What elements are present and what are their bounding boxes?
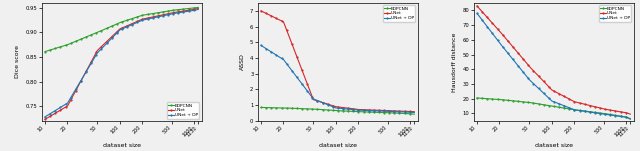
EDPCNN (41, 51, 49, 53)
EDPCNN (351, 111, 358, 112)
UNet + DP (410, 112, 418, 113)
Line: UNet + DP: UNet + DP (44, 9, 199, 118)
UNet + DP (348, 109, 356, 110)
UNet (180, 10, 188, 12)
UNet (348, 108, 356, 110)
UNet + DP (351, 109, 358, 111)
EDPCNN (473, 97, 481, 99)
EDPCNN (170, 9, 178, 11)
Legend: EDPCNN, UNet, UNet + DP: EDPCNN, UNet, UNet + DP (167, 102, 200, 119)
EDPCNN (348, 111, 356, 112)
Line: EDPCNN: EDPCNN (476, 97, 631, 120)
Line: UNet + DP: UNet + DP (260, 45, 415, 113)
Line: UNet: UNet (260, 10, 415, 112)
Y-axis label: Dice score: Dice score (15, 45, 20, 78)
EDPCNN (410, 113, 418, 115)
UNet + DP (564, 106, 572, 108)
EDPCNN (474, 97, 481, 99)
UNet + DP (474, 13, 481, 15)
EDPCNN (348, 111, 356, 112)
EDPCNN (602, 113, 610, 115)
EDPCNN (257, 107, 265, 108)
UNet + DP (602, 114, 610, 115)
UNet + DP (135, 21, 143, 22)
UNet + DP (132, 22, 140, 24)
Y-axis label: ASSD: ASSD (239, 53, 244, 70)
EDPCNN (627, 118, 634, 120)
UNet + DP (257, 45, 265, 46)
EDPCNN (180, 8, 188, 10)
UNet (564, 97, 572, 99)
Line: EDPCNN: EDPCNN (260, 107, 415, 115)
UNet + DP (473, 12, 481, 14)
UNet (602, 109, 610, 110)
Y-axis label: Hausdorff distance: Hausdorff distance (452, 32, 457, 92)
UNet (257, 10, 265, 12)
UNet + DP (258, 45, 266, 47)
UNet + DP (627, 118, 634, 119)
UNet (567, 99, 575, 101)
EDPCNN (612, 114, 620, 116)
UNet (42, 118, 49, 120)
X-axis label: dataset size: dataset size (102, 143, 141, 148)
X-axis label: dataset size: dataset size (534, 143, 573, 148)
Line: EDPCNN: EDPCNN (44, 7, 199, 52)
UNet (396, 110, 404, 112)
EDPCNN (132, 16, 140, 18)
Line: UNet: UNet (476, 5, 631, 115)
EDPCNN (258, 107, 266, 108)
EDPCNN (387, 112, 394, 114)
UNet (410, 111, 418, 113)
UNet + DP (387, 111, 394, 112)
UNet + DP (180, 11, 188, 13)
EDPCNN (132, 16, 140, 18)
UNet (612, 110, 620, 112)
UNet (170, 12, 178, 13)
Line: UNet + DP: UNet + DP (476, 13, 631, 119)
UNet (135, 20, 143, 22)
EDPCNN (564, 108, 572, 110)
EDPCNN (396, 112, 404, 114)
UNet (195, 8, 202, 9)
UNet (41, 118, 49, 120)
Line: UNet: UNet (44, 8, 199, 120)
UNet (258, 10, 266, 12)
UNet + DP (567, 108, 575, 109)
UNet + DP (195, 8, 202, 10)
UNet + DP (396, 111, 404, 113)
UNet (132, 21, 140, 23)
UNet + DP (41, 116, 49, 118)
UNet (387, 110, 394, 112)
UNet (627, 113, 634, 115)
EDPCNN (564, 108, 572, 110)
UNet (348, 108, 356, 110)
Legend: EDPCNN, UNet, UNet + DP: EDPCNN, UNet, UNet + DP (599, 5, 632, 22)
EDPCNN (42, 51, 49, 52)
EDPCNN (135, 15, 143, 17)
UNet (351, 108, 358, 110)
Legend: EDPCNN, UNet, UNet + DP: EDPCNN, UNet, UNet + DP (383, 5, 415, 22)
UNet (473, 5, 481, 7)
UNet + DP (132, 22, 140, 24)
X-axis label: dataset size: dataset size (319, 143, 356, 148)
UNet (132, 21, 140, 23)
UNet + DP (348, 109, 356, 110)
UNet (564, 98, 572, 100)
UNet + DP (564, 107, 572, 108)
EDPCNN (195, 6, 202, 8)
EDPCNN (567, 108, 575, 110)
UNet + DP (170, 13, 178, 14)
UNet + DP (42, 116, 49, 117)
UNet (474, 6, 481, 7)
UNet + DP (612, 115, 620, 117)
